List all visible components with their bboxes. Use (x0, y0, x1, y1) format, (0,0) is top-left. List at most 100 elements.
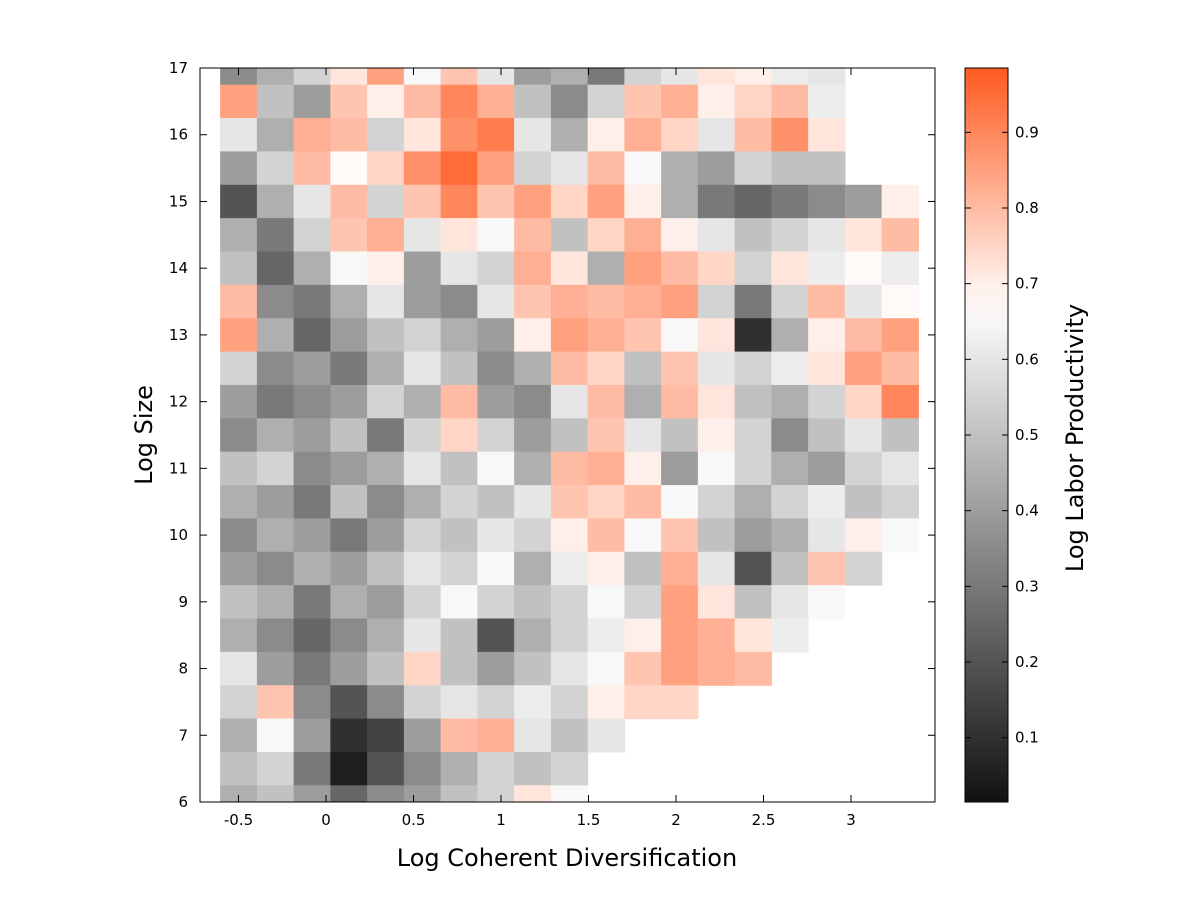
heatmap-cell (587, 351, 625, 386)
heatmap-cell (697, 384, 736, 419)
heatmap-cell (514, 785, 552, 802)
heatmap-cell (844, 384, 883, 419)
heatmap-cell (477, 585, 515, 620)
heatmap-cell (587, 618, 625, 653)
heatmap-cell (403, 718, 442, 753)
heatmap-cell (697, 351, 736, 386)
heatmap-cell (293, 384, 331, 419)
heatmap-cell (330, 351, 368, 386)
heatmap-cell (624, 384, 662, 419)
heatmap-cell (550, 685, 589, 720)
heatmap-cell (293, 485, 331, 520)
heatmap-cell (550, 84, 589, 119)
heatmap-cell (881, 451, 919, 486)
heatmap-cell (587, 585, 625, 620)
heatmap-cell (293, 551, 331, 586)
heatmap-cell (440, 651, 478, 686)
heatmap-cell (514, 251, 552, 286)
heatmap-cell (440, 151, 478, 186)
heatmap-cell (220, 418, 258, 453)
heatmap-cell (624, 651, 662, 686)
heatmap-cell (661, 118, 699, 153)
heatmap-cell (844, 184, 883, 219)
heatmap-cell (771, 318, 809, 353)
heatmap-cell (624, 485, 662, 520)
colorbar-tick-label: 0.6 (1015, 350, 1039, 368)
heatmap-cell (844, 451, 883, 486)
heatmap-cell (330, 418, 368, 453)
y-tick-label: 8 (178, 660, 188, 678)
heatmap-cell (661, 184, 699, 219)
heatmap-cell (587, 418, 625, 453)
heatmap-cell (220, 384, 258, 419)
heatmap-cell (440, 68, 478, 86)
heatmap-cell (440, 384, 478, 419)
heatmap-cell (697, 618, 736, 653)
heatmap-cell (256, 251, 295, 286)
heatmap-cell (808, 184, 846, 219)
y-tick-label: 13 (169, 326, 188, 344)
heatmap-cells (220, 68, 919, 802)
heatmap-cell (808, 284, 846, 319)
heatmap-cell (881, 351, 919, 386)
heatmap-cell (661, 485, 699, 520)
heatmap-cell (881, 384, 919, 419)
heatmap-cell (477, 518, 515, 553)
heatmap-cell (771, 551, 809, 586)
heatmap-cell (367, 518, 405, 553)
heatmap-cell (293, 218, 331, 253)
heatmap-cell (808, 84, 846, 119)
heatmap-cell (293, 718, 331, 753)
heatmap-cell (734, 284, 772, 319)
y-tick-label: 6 (178, 793, 188, 811)
heatmap-cell (514, 585, 552, 620)
heatmap-cell (661, 251, 699, 286)
heatmap-cell (844, 218, 883, 253)
heatmap-cell (771, 118, 809, 153)
heatmap-cell (550, 485, 589, 520)
colorbar (964, 67, 1009, 803)
heatmap-cell (734, 318, 772, 353)
heatmap-cell (293, 618, 331, 653)
heatmap-cell (661, 84, 699, 119)
heatmap-cell (220, 84, 258, 119)
heatmap-cell (624, 551, 662, 586)
heatmap-cell (477, 151, 515, 186)
heatmap-cell (330, 68, 368, 86)
heatmap-cell (771, 184, 809, 219)
heatmap-cell (367, 68, 405, 86)
heatmap-cell (881, 318, 919, 353)
heatmap-cell (771, 251, 809, 286)
heatmap-cell (477, 551, 515, 586)
heatmap-cell (808, 485, 846, 520)
heatmap-cell (367, 251, 405, 286)
heatmap-cell (330, 485, 368, 520)
heatmap-cell (514, 118, 552, 153)
heatmap-cell (514, 618, 552, 653)
colorbar-tick-label: 0.3 (1015, 577, 1039, 595)
heatmap-cell (624, 151, 662, 186)
heatmap-cell (256, 68, 295, 86)
heatmap-cell (440, 618, 478, 653)
heatmap-cell (661, 685, 699, 720)
heatmap-cell (220, 118, 258, 153)
heatmap-cell (661, 618, 699, 653)
colorbar-tick-label: 0.4 (1015, 502, 1039, 520)
heatmap-cell (587, 384, 625, 419)
heatmap-cell (220, 284, 258, 319)
heatmap-cell (293, 751, 331, 786)
heatmap-cell (477, 384, 515, 419)
heatmap-cell (550, 718, 589, 753)
heatmap-cell (550, 68, 589, 86)
heatmap-cell (220, 785, 258, 802)
heatmap-cell (624, 68, 662, 86)
heatmap-cell (771, 68, 809, 86)
heatmap-cell (367, 351, 405, 386)
heatmap-cell (330, 751, 368, 786)
heatmap-cell (844, 485, 883, 520)
heatmap-cell (808, 384, 846, 419)
heatmap-cell (514, 551, 552, 586)
heatmap-cell (367, 184, 405, 219)
heatmap-cell (624, 84, 662, 119)
heatmap-cell (734, 184, 772, 219)
